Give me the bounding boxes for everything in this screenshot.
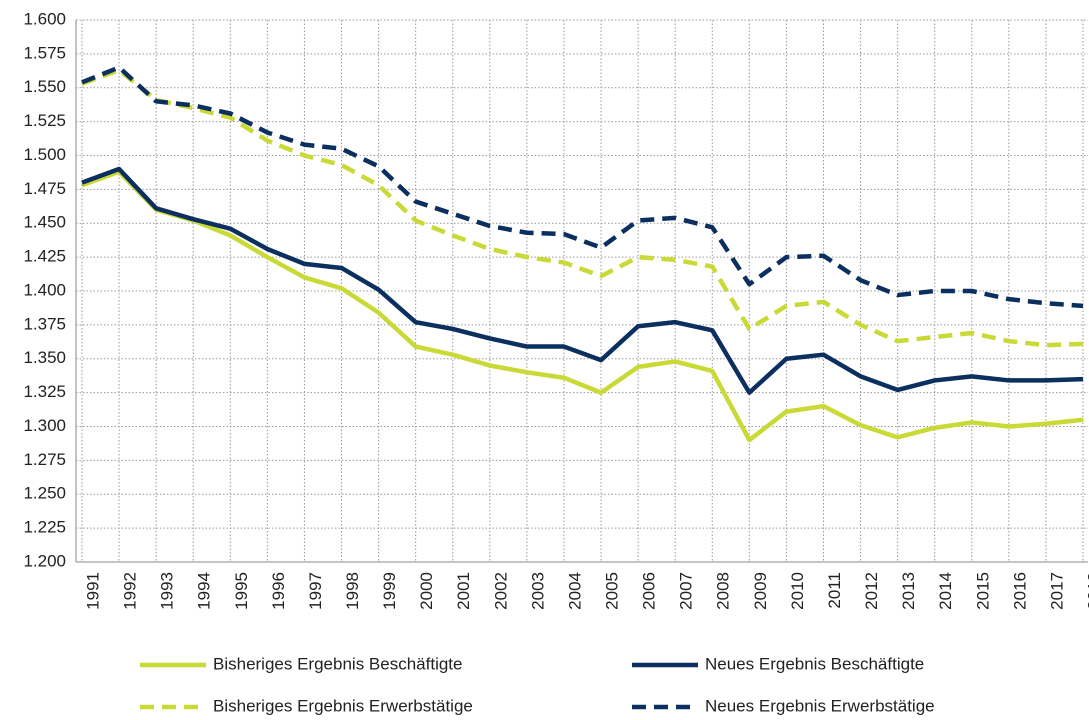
x-tick-label: 2005 bbox=[603, 572, 622, 610]
y-tick-label: 1.250 bbox=[23, 484, 66, 503]
x-tick-label: 2004 bbox=[565, 572, 584, 610]
x-tick-label: 2002 bbox=[491, 572, 510, 610]
x-tick-label: 1998 bbox=[343, 572, 362, 610]
x-tick-label: 2015 bbox=[973, 572, 992, 610]
y-tick-label: 1.550 bbox=[23, 77, 66, 96]
y-tick-label: 1.275 bbox=[23, 450, 66, 469]
y-tick-label: 1.475 bbox=[23, 179, 66, 198]
x-tick-label: 2007 bbox=[677, 572, 696, 610]
x-tick-label: 2001 bbox=[454, 572, 473, 610]
y-tick-label: 1.575 bbox=[23, 43, 66, 62]
legend-label: Bisheriges Ergebnis Beschäftigte bbox=[213, 654, 462, 673]
x-tick-label: 2010 bbox=[788, 572, 807, 610]
x-tick-label: 1994 bbox=[195, 572, 214, 610]
y-tick-label: 1.200 bbox=[23, 551, 66, 570]
x-tick-label: 1999 bbox=[380, 572, 399, 610]
x-tick-label: 2003 bbox=[528, 572, 547, 610]
y-tick-label: 1.450 bbox=[23, 213, 66, 232]
legend-label: Neues Ergebnis Beschäftigte bbox=[705, 654, 924, 673]
y-tick-label: 1.525 bbox=[23, 111, 66, 130]
series-line bbox=[81, 169, 1084, 443]
x-tick-label: 2017 bbox=[1047, 572, 1066, 610]
x-tick-label: 2016 bbox=[1010, 572, 1029, 610]
x-tick-label: 1995 bbox=[232, 572, 251, 610]
x-tick-label: 2014 bbox=[936, 572, 955, 610]
x-tick-label: 1992 bbox=[121, 572, 140, 610]
y-tick-label: 1.500 bbox=[23, 145, 66, 164]
series-line bbox=[81, 67, 1084, 348]
x-tick-label: 1996 bbox=[269, 572, 288, 610]
y-tick-label: 1.400 bbox=[23, 280, 66, 299]
x-tick-label: 2008 bbox=[714, 572, 733, 610]
legend-label: Bisheriges Ergebnis Erwerbstätige bbox=[213, 696, 473, 715]
y-tick-label: 1.325 bbox=[23, 382, 66, 401]
x-tick-label: 2018 bbox=[1084, 572, 1089, 610]
series-line bbox=[81, 65, 1084, 309]
x-tick-label: 2009 bbox=[751, 572, 770, 610]
x-tick-label: 1997 bbox=[306, 572, 325, 610]
x-tick-label: 2012 bbox=[862, 572, 881, 610]
x-tick-label: 2013 bbox=[899, 572, 918, 610]
y-tick-label: 1.375 bbox=[23, 314, 66, 333]
y-tick-label: 1.600 bbox=[23, 9, 66, 28]
x-tick-label: 2000 bbox=[417, 572, 436, 610]
y-tick-label: 1.300 bbox=[23, 416, 66, 435]
y-tick-label: 1.350 bbox=[23, 348, 66, 367]
series-line bbox=[81, 166, 1084, 395]
x-tick-label: 1991 bbox=[83, 572, 102, 610]
x-tick-label: 2006 bbox=[640, 572, 659, 610]
y-tick-label: 1.225 bbox=[23, 518, 66, 537]
y-tick-label: 1.425 bbox=[23, 247, 66, 266]
legend-label: Neues Ergebnis Erwerbstätige bbox=[705, 696, 935, 715]
x-tick-label: 2011 bbox=[825, 572, 844, 609]
x-tick-label: 1993 bbox=[158, 572, 177, 610]
